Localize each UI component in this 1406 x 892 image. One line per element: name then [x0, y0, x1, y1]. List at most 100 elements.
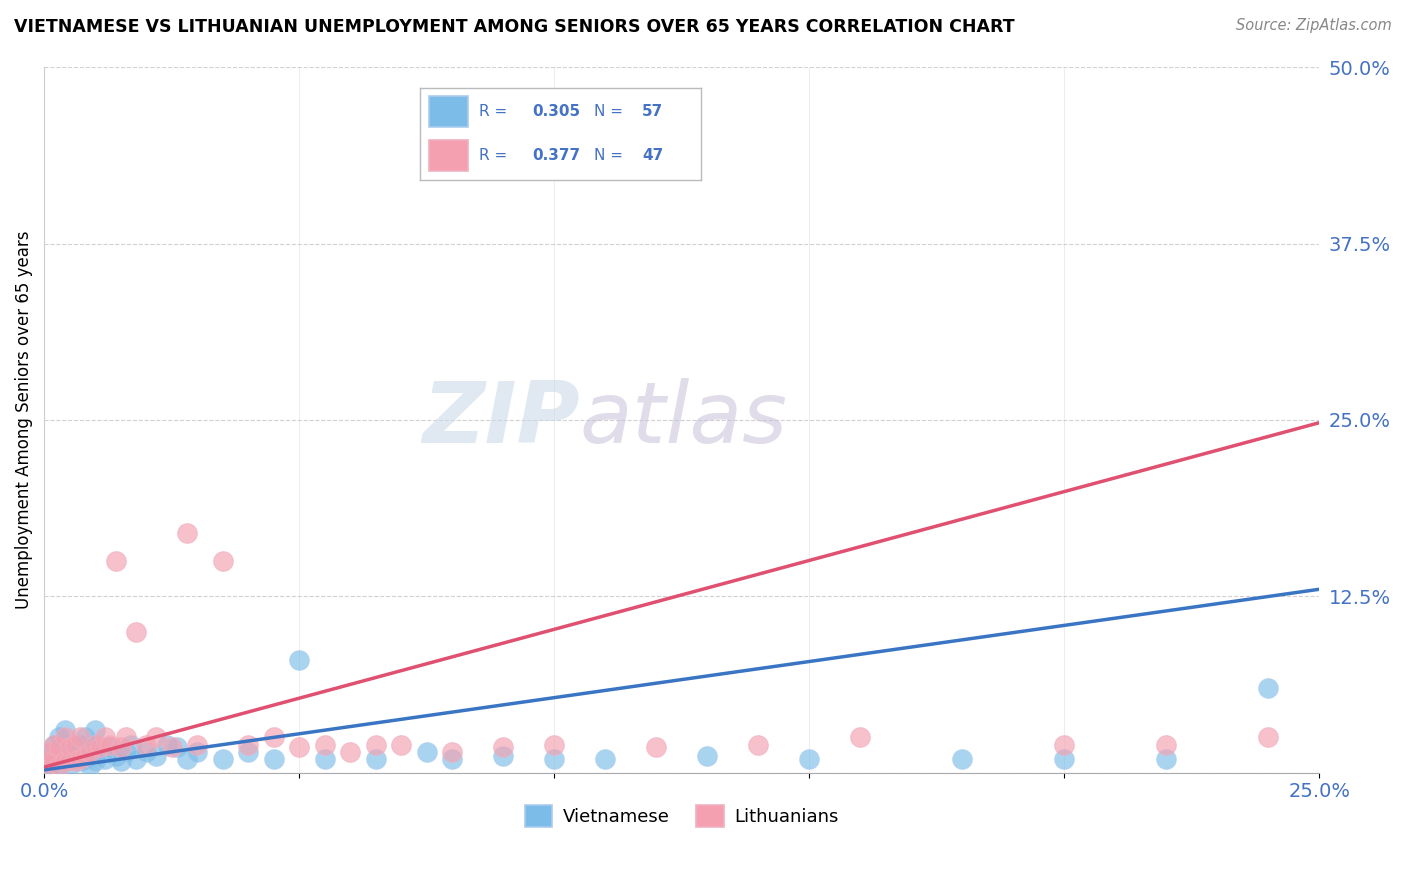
- Point: [110, 740, 132, 755]
- Point: [69, 751, 91, 765]
- Point: [59, 740, 82, 755]
- Point: [35, 758, 58, 772]
- Point: [747, 738, 769, 752]
- Point: [288, 740, 311, 755]
- Point: [79, 740, 101, 755]
- Point: [389, 738, 412, 752]
- Text: atlas: atlas: [579, 378, 787, 461]
- Point: [135, 745, 157, 759]
- Point: [104, 554, 127, 568]
- Point: [100, 738, 122, 752]
- Point: [211, 554, 233, 568]
- Point: [48, 748, 70, 763]
- Point: [1154, 738, 1177, 752]
- Point: [48, 740, 70, 755]
- Point: [73, 748, 96, 763]
- Point: [63, 740, 86, 755]
- Point: [314, 738, 336, 752]
- Point: [176, 751, 198, 765]
- Point: [44, 738, 66, 752]
- Point: [69, 755, 91, 769]
- Point: [135, 738, 157, 752]
- Point: [53, 745, 76, 759]
- Point: [79, 745, 101, 759]
- Point: [176, 525, 198, 540]
- Point: [38, 755, 60, 769]
- Point: [44, 751, 66, 765]
- Point: [63, 751, 86, 765]
- Point: [59, 751, 82, 765]
- Point: [145, 731, 167, 745]
- Point: [94, 731, 117, 745]
- Point: [89, 740, 111, 755]
- Legend: Vietnamese, Lithuanians: Vietnamese, Lithuanians: [517, 797, 846, 834]
- Point: [84, 738, 107, 752]
- Point: [73, 751, 96, 765]
- Point: [38, 758, 60, 772]
- Point: [84, 723, 107, 738]
- Point: [53, 731, 76, 745]
- Point: [114, 745, 136, 759]
- Point: [263, 751, 285, 765]
- Point: [48, 758, 70, 772]
- Point: [364, 751, 387, 765]
- Point: [69, 731, 91, 745]
- Point: [53, 755, 76, 769]
- Text: ZIP: ZIP: [422, 378, 579, 461]
- Point: [53, 723, 76, 738]
- Text: VIETNAMESE VS LITHUANIAN UNEMPLOYMENT AMONG SENIORS OVER 65 YEARS CORRELATION CH: VIETNAMESE VS LITHUANIAN UNEMPLOYMENT AM…: [14, 18, 1015, 36]
- Point: [89, 745, 111, 759]
- Point: [211, 751, 233, 765]
- Point: [63, 738, 86, 752]
- Point: [593, 751, 616, 765]
- Point: [1053, 751, 1076, 765]
- Point: [186, 738, 208, 752]
- Point: [543, 751, 565, 765]
- Point: [114, 731, 136, 745]
- Point: [48, 731, 70, 745]
- Point: [44, 738, 66, 752]
- Point: [145, 748, 167, 763]
- Point: [48, 758, 70, 772]
- Point: [125, 624, 148, 639]
- Y-axis label: Unemployment Among Seniors over 65 years: Unemployment Among Seniors over 65 years: [15, 231, 32, 609]
- Point: [41, 755, 63, 769]
- Point: [263, 731, 285, 745]
- Point: [314, 751, 336, 765]
- Point: [441, 745, 464, 759]
- Text: Source: ZipAtlas.com: Source: ZipAtlas.com: [1236, 18, 1392, 33]
- Point: [186, 745, 208, 759]
- Point: [110, 755, 132, 769]
- Point: [288, 653, 311, 667]
- Point: [1257, 731, 1279, 745]
- Point: [155, 738, 177, 752]
- Point: [63, 755, 86, 769]
- Point: [1053, 738, 1076, 752]
- Point: [849, 731, 872, 745]
- Point: [44, 751, 66, 765]
- Point: [69, 738, 91, 752]
- Point: [339, 745, 361, 759]
- Point: [1154, 751, 1177, 765]
- Point: [236, 738, 259, 752]
- Point: [415, 745, 437, 759]
- Point: [492, 748, 515, 763]
- Point: [125, 751, 148, 765]
- Point: [104, 748, 127, 763]
- Point: [45, 755, 67, 769]
- Point: [492, 740, 515, 755]
- Point: [38, 745, 60, 759]
- Point: [73, 731, 96, 745]
- Point: [94, 751, 117, 765]
- Point: [120, 738, 142, 752]
- Point: [1257, 681, 1279, 695]
- Point: [645, 740, 668, 755]
- Point: [543, 738, 565, 752]
- Point: [59, 748, 82, 763]
- Point: [160, 740, 183, 755]
- Point: [53, 755, 76, 769]
- Point: [41, 745, 63, 759]
- Point: [797, 751, 820, 765]
- Point: [166, 740, 188, 755]
- Point: [236, 745, 259, 759]
